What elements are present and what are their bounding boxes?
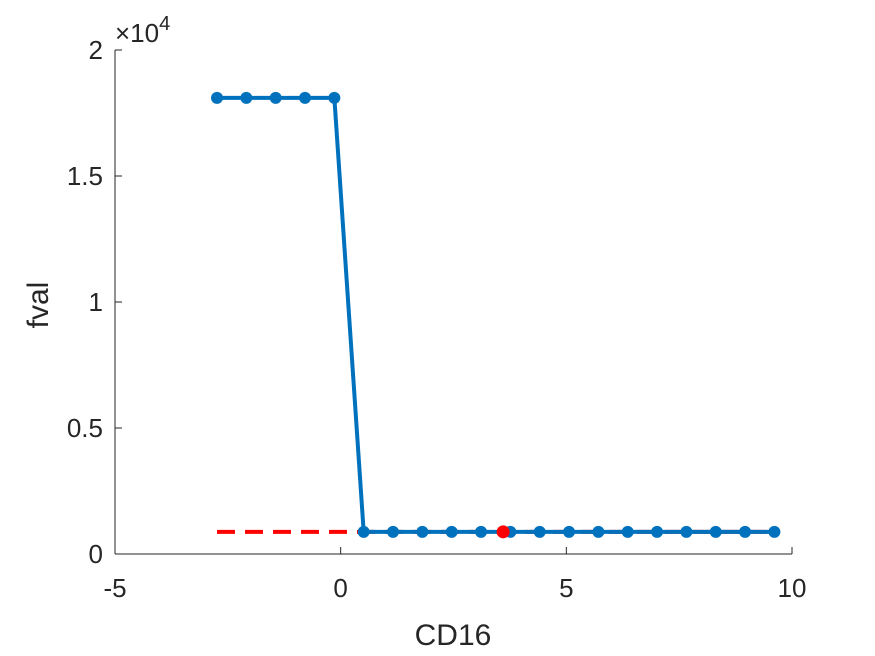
y-tick-label: 0.5 [67, 413, 103, 443]
x-tick-label: 5 [559, 573, 573, 603]
fval-point [680, 525, 693, 538]
fval-point [299, 91, 312, 104]
fval-point [592, 525, 605, 538]
x-tick-label: 10 [778, 573, 807, 603]
y-exponent-label: ×104 [115, 13, 170, 48]
fval-point [416, 525, 429, 538]
y-tick-label: 1.5 [67, 161, 103, 191]
optimum-point [496, 525, 510, 539]
y-exponent-power: 4 [159, 13, 170, 35]
fval-line [217, 95, 775, 534]
fval-point [269, 91, 282, 104]
fval-point [445, 525, 458, 538]
x-tick-label: 0 [333, 573, 347, 603]
fval-point [739, 525, 752, 538]
y-tick-label: 1 [89, 287, 103, 317]
fval-point [563, 525, 576, 538]
x-tick-label: -5 [103, 573, 126, 603]
fval-point [651, 525, 664, 538]
y-axis-label: fval [22, 282, 55, 329]
fval-point [211, 91, 224, 104]
fval-point [475, 525, 488, 538]
fval-point [709, 525, 722, 538]
labels: CD16 fval ×104 [22, 13, 491, 652]
y-tick-label: 0 [89, 539, 103, 569]
fval-point [357, 525, 370, 538]
y-tick-label: 2 [89, 35, 103, 65]
fval-point [768, 525, 781, 538]
fval-point [621, 525, 634, 538]
fval-point [240, 91, 253, 104]
fval-point [533, 525, 546, 538]
series-layer [211, 91, 781, 539]
fval-point [387, 525, 400, 538]
fval-point [328, 91, 341, 104]
x-axis-label: CD16 [415, 619, 492, 652]
